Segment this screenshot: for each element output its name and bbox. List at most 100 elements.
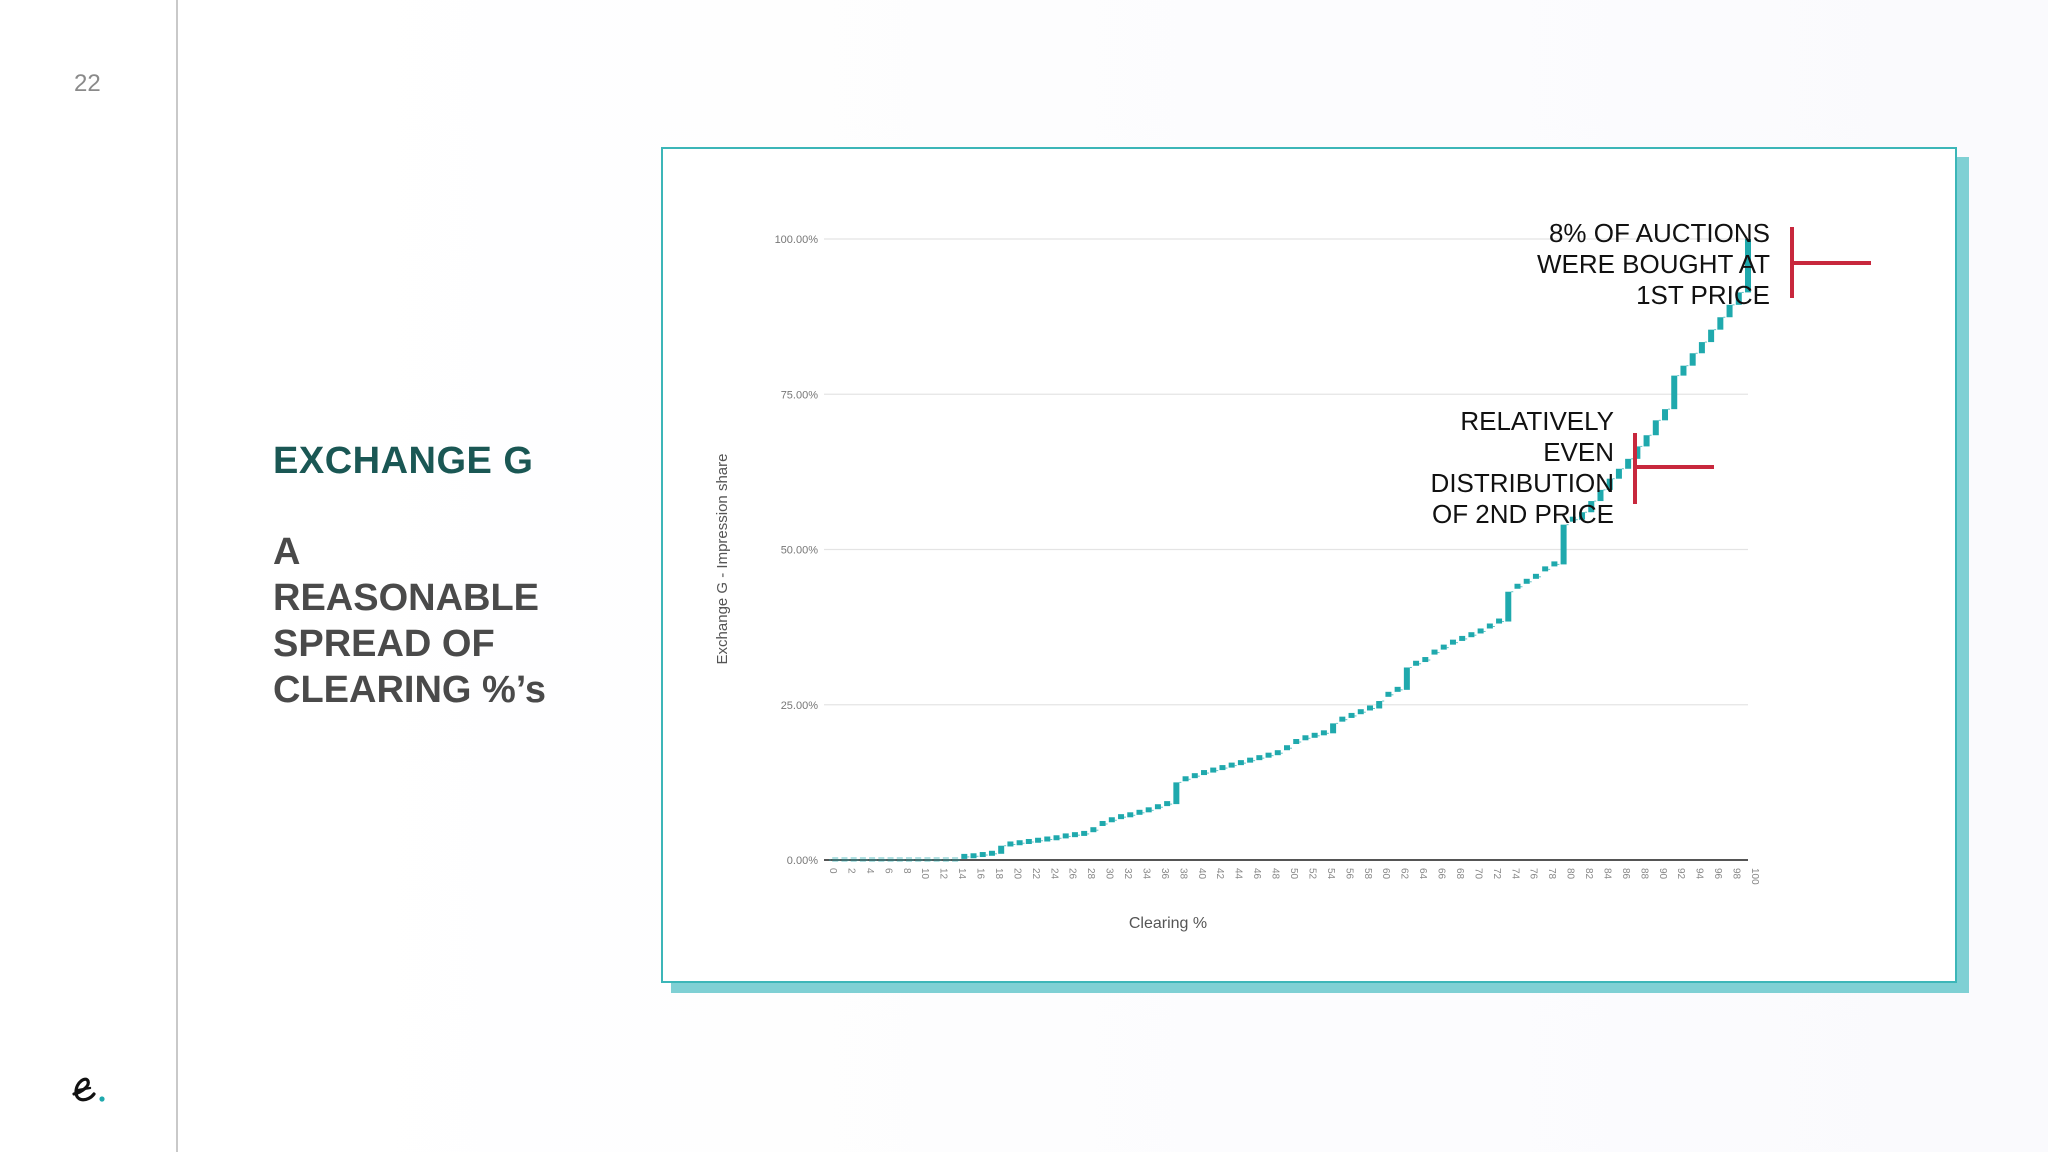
x-tick-label: 46 (1251, 868, 1262, 880)
series-step (1597, 489, 1604, 502)
series-point (1154, 804, 1161, 810)
page-number: 22 (74, 70, 101, 97)
series-step (1403, 667, 1410, 690)
slide-subtitle: A REASONABLE SPREAD OF CLEARING %’s (273, 529, 633, 713)
x-tick-label: 2 (845, 868, 856, 874)
series-point (1025, 838, 1032, 844)
x-tick-label: 62 (1399, 868, 1410, 880)
series-point (841, 857, 848, 862)
series-point (952, 857, 959, 862)
series-point (1449, 639, 1456, 645)
series-point (1145, 807, 1152, 813)
annotation-line: WERE BOUGHT AT (1536, 249, 1770, 279)
x-tick-label: 48 (1270, 868, 1281, 880)
subtitle-line: CLEARING %’s (273, 669, 547, 711)
series-point (1044, 836, 1051, 842)
series-step (1662, 409, 1669, 421)
series-step (1735, 292, 1742, 305)
x-tick-label: 4 (864, 868, 875, 874)
series-point (942, 857, 949, 862)
x-tick-label: 54 (1325, 868, 1336, 880)
series-point (1062, 833, 1069, 839)
series-point (1569, 516, 1576, 522)
series-step (1652, 420, 1659, 436)
series-point (1477, 628, 1484, 634)
x-tick-label: 78 (1546, 868, 1557, 880)
series-point (1440, 644, 1447, 650)
first-price-bracket (1790, 227, 1871, 298)
x-tick-label: 100 (1749, 868, 1760, 885)
series-point (1247, 757, 1254, 763)
series-point (1228, 762, 1235, 768)
series-point (1035, 837, 1042, 843)
series-point (933, 857, 940, 862)
series-point (1071, 832, 1078, 838)
x-tick-label: 86 (1620, 868, 1631, 880)
x-tick-label: 28 (1085, 868, 1096, 880)
series-point (1256, 755, 1263, 761)
chart-gridlines (824, 238, 1748, 861)
x-tick-label: 70 (1472, 868, 1483, 880)
x-tick-label: 24 (1048, 868, 1059, 880)
x-tick-label: 44 (1233, 868, 1244, 880)
y-tick-label: 100.00% (775, 234, 819, 246)
chart-frame (661, 147, 1957, 983)
x-tick-label: 58 (1362, 868, 1373, 880)
x-tick-label: 10 (919, 868, 930, 880)
series-point (1551, 561, 1558, 567)
subtitle-line: A (273, 531, 301, 573)
series-step (1680, 365, 1687, 376)
annotation-line: DISTRIBUTION (1430, 468, 1614, 498)
series-step (1745, 239, 1751, 293)
second-price-bracket (1633, 433, 1714, 504)
x-tick-label: 6 (882, 868, 893, 874)
series-step (1643, 435, 1650, 447)
series-point (1099, 820, 1106, 826)
series-step (1698, 342, 1705, 354)
x-tick-label: 60 (1380, 868, 1391, 880)
series-step (1708, 329, 1715, 343)
series-step (1671, 375, 1678, 410)
series-step (1173, 782, 1180, 805)
brand-logo-icon (72, 1077, 105, 1102)
series-point (1431, 649, 1438, 655)
series-point (1081, 830, 1088, 836)
x-tick-label: 14 (956, 868, 967, 880)
series-point (1468, 632, 1475, 638)
x-tick-label: 40 (1196, 868, 1207, 880)
x-tick-label: 56 (1343, 868, 1354, 880)
series-step (1606, 478, 1613, 490)
y-axis-label: Exchange G - Impression share (714, 454, 731, 665)
annotation-line: EVEN (1543, 437, 1614, 467)
series-point (1127, 812, 1134, 818)
slide-title: EXCHANGE G (273, 440, 534, 482)
series-point (1053, 835, 1060, 841)
series-point (1542, 566, 1549, 572)
first-price-annotation: 8% OF AUCTIONS WERE BOUGHT AT 1ST PRICE (1470, 218, 1770, 311)
series-point (970, 853, 977, 859)
x-tick-label: 18 (993, 868, 1004, 880)
series-point (1302, 735, 1309, 741)
series-point (887, 857, 894, 862)
series-step (1689, 353, 1696, 366)
series-point (1210, 767, 1217, 773)
series-point (1182, 776, 1189, 782)
x-tick-label: 72 (1491, 868, 1502, 880)
series-point (1523, 578, 1530, 584)
y-axis-ticks: 0.00% 25.00% 50.00% 75.00% 100.00% (775, 234, 819, 867)
annotation-line: 8% OF AUCTIONS (1548, 218, 1770, 248)
x-tick-label: 64 (1417, 868, 1428, 880)
series-point (1366, 705, 1373, 711)
x-tick-label: 92 (1675, 868, 1686, 880)
series-point (1007, 841, 1014, 847)
series-step (1376, 701, 1383, 709)
x-tick-label: 50 (1288, 868, 1299, 880)
subtitle-line: REASONABLE (273, 577, 540, 619)
series-point (1118, 814, 1125, 820)
series-point (1357, 709, 1364, 715)
series-point (924, 857, 931, 862)
series-step (998, 845, 1005, 854)
y-tick-label: 0.00% (787, 855, 818, 867)
series-point (1237, 760, 1244, 766)
series-point (905, 857, 912, 862)
